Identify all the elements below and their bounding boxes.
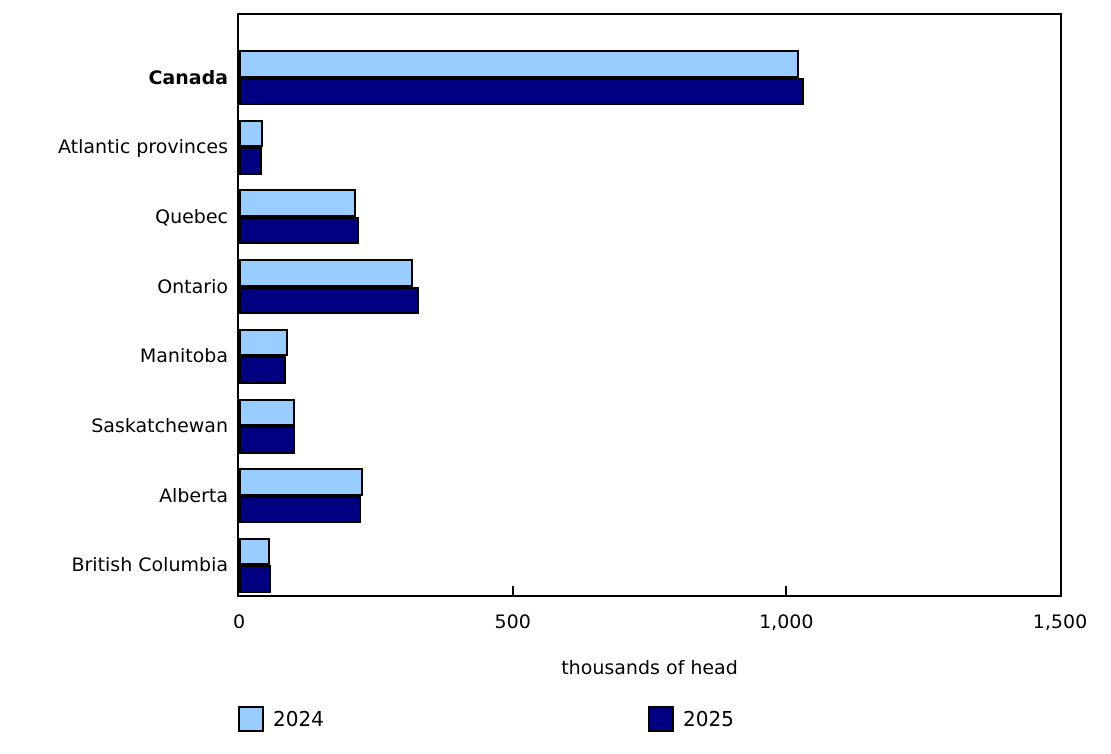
x-tick-label-0: 0 <box>232 611 246 633</box>
category-label-saskatchewan: Saskatchewan <box>91 415 228 437</box>
legend-swatch-2025 <box>648 706 674 732</box>
plot-area <box>237 13 1062 597</box>
x-tick-label-500: 500 <box>494 611 531 633</box>
bar-2024-quebec <box>239 189 357 217</box>
x-tick-mark-500 <box>511 586 514 595</box>
bar-2025-atlantic-provinces <box>239 147 262 175</box>
x-axis-title: thousands of head <box>561 657 738 679</box>
bar-2025-ontario <box>239 286 419 315</box>
legend-item-2024: 2024 <box>238 706 324 732</box>
category-label-quebec: Quebec <box>155 205 228 228</box>
legend-item-2025: 2025 <box>648 706 734 732</box>
category-label-canada: Canada <box>148 66 228 89</box>
x-tick-label-1,500: 1,500 <box>1032 611 1088 633</box>
bar-2024-manitoba <box>239 328 288 357</box>
legend-swatch-2024 <box>238 706 264 732</box>
bar-2024-canada <box>239 50 799 78</box>
bar-2025-saskatchewan <box>239 426 296 454</box>
bar-2024-atlantic-provinces <box>239 119 263 148</box>
bar-2024-british-columbia <box>239 537 271 566</box>
bar-2024-ontario <box>239 259 413 287</box>
bar-2025-canada <box>239 77 805 105</box>
category-label-alberta: Alberta <box>159 484 228 507</box>
bar-2025-quebec <box>239 216 360 245</box>
category-label-manitoba: Manitoba <box>139 345 228 368</box>
bar-2024-alberta <box>239 468 364 496</box>
x-tick-label-1,000: 1,000 <box>759 611 814 633</box>
bar-2025-alberta <box>239 495 362 524</box>
legend-label-2024: 2024 <box>273 707 324 731</box>
bar-2024-saskatchewan <box>239 398 295 426</box>
legend-label-2025: 2025 <box>683 707 734 731</box>
category-label-british-columbia: British Columbia <box>71 554 228 577</box>
category-label-ontario: Ontario <box>157 275 228 298</box>
x-tick-mark-1,000 <box>785 586 788 595</box>
bar-2025-manitoba <box>239 356 287 384</box>
bar-2025-british-columbia <box>239 565 272 593</box>
category-label-atlantic-provinces: Atlantic provinces <box>58 136 228 159</box>
